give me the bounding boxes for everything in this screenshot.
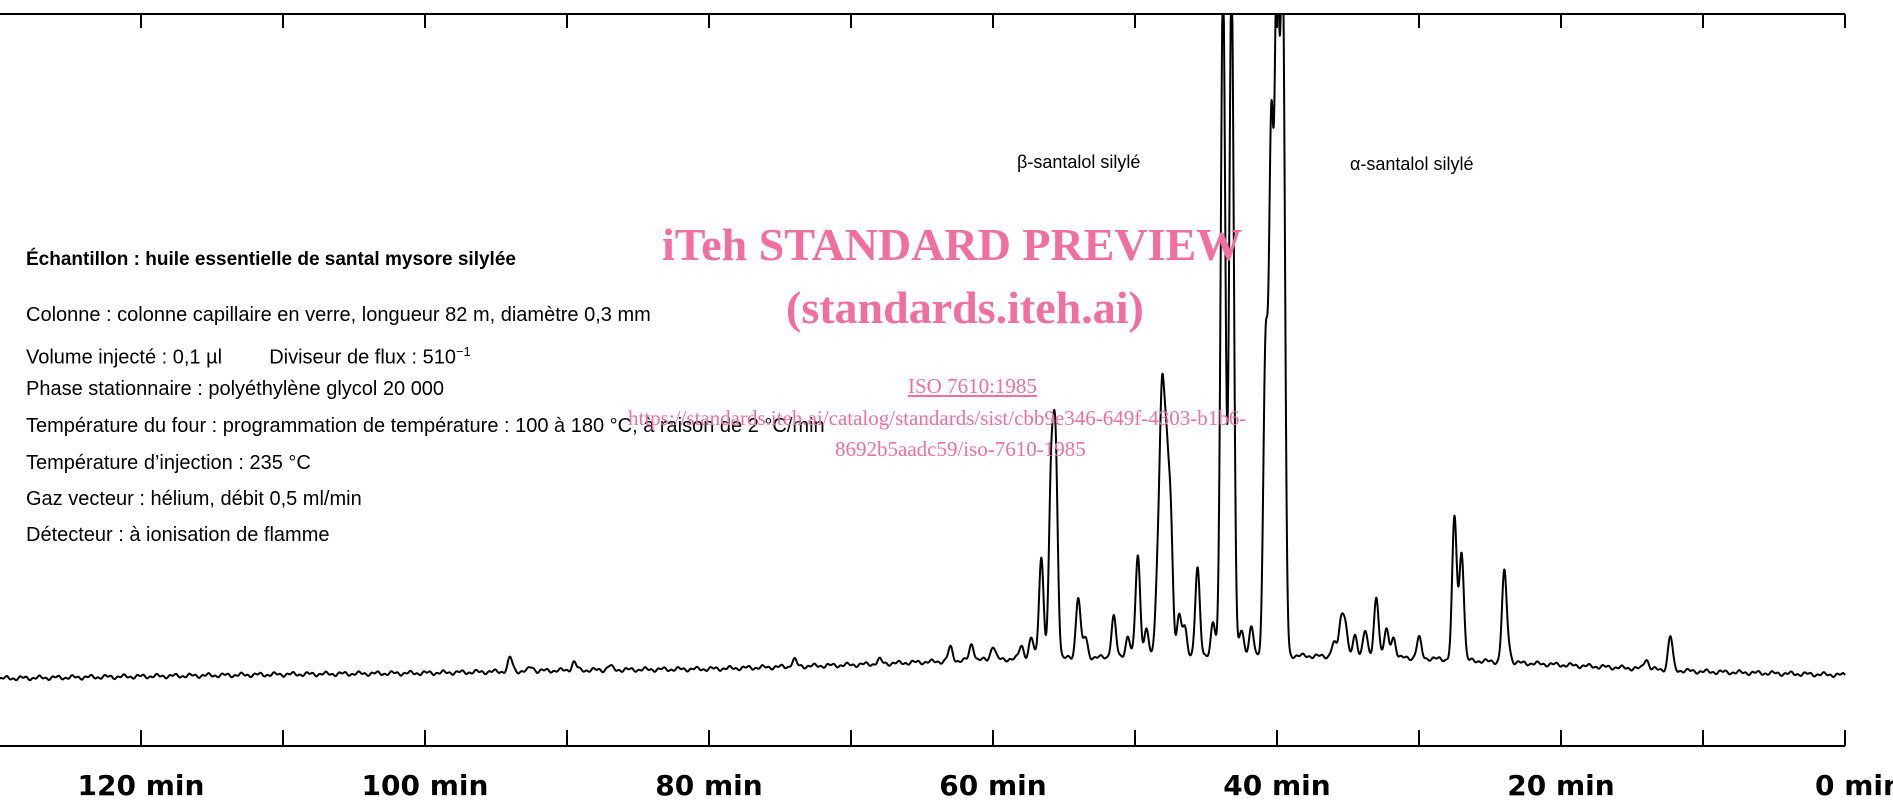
- volume-line: Volume injecté : 0,1 µl Diviseur de flux…: [26, 340, 471, 370]
- oven-line: Température du four : programmation de t…: [26, 415, 825, 437]
- x-tick-label: 0 min: [1815, 769, 1893, 802]
- alpha-santalol-label: α-santalol silylé: [1350, 154, 1474, 174]
- x-tick-label: 120 min: [78, 769, 205, 802]
- bottom-axis: [0, 730, 1846, 747]
- column-line: Colonne : colonne capillaire en verre, l…: [26, 304, 651, 326]
- split-text: Diviseur de flux : 510: [269, 346, 456, 369]
- top-axis: [0, 13, 1846, 28]
- volume-text: Volume injecté : 0,1 µl: [26, 346, 223, 369]
- x-tick-label: 100 min: [362, 769, 489, 802]
- x-tick-label: 40 min: [1223, 769, 1330, 802]
- x-tick-label: 60 min: [939, 769, 1046, 802]
- beta-santalol-label: β-santalol silylé: [1017, 152, 1141, 172]
- x-tick-label: 20 min: [1507, 769, 1614, 802]
- sample-line: Échantillon : huile essentielle de santa…: [26, 249, 516, 270]
- watermark-code-link[interactable]: ISO 7610:1985: [908, 374, 1037, 398]
- injection-line: Température d’injection : 235 °C: [26, 452, 311, 474]
- watermark-url-line2[interactable]: 8692b5aadc59/iso-7610-1985: [835, 437, 1086, 461]
- chromatogram-trace: [0, 13, 1846, 682]
- watermark-title: iTeh STANDARD PREVIEW: [662, 219, 1243, 270]
- detector-line: Détecteur : à ionisation de flamme: [26, 524, 330, 546]
- watermark-url-line1[interactable]: https://standards.iteh.ai/catalog/standa…: [628, 406, 1247, 430]
- gas-line: Gaz vecteur : hélium, débit 0,5 ml/min: [26, 488, 362, 510]
- tick-labels: 120 min 100 min 80 min 60 min 40 min 20 min 0 …: [78, 769, 1893, 802]
- watermark-subtitle: (standards.iteh.ai): [786, 282, 1144, 333]
- x-tick-label: 80 min: [655, 769, 762, 802]
- phase-line: Phase stationnaire : polyéthylène glycol…: [26, 378, 445, 400]
- split-exponent: −1: [455, 344, 471, 359]
